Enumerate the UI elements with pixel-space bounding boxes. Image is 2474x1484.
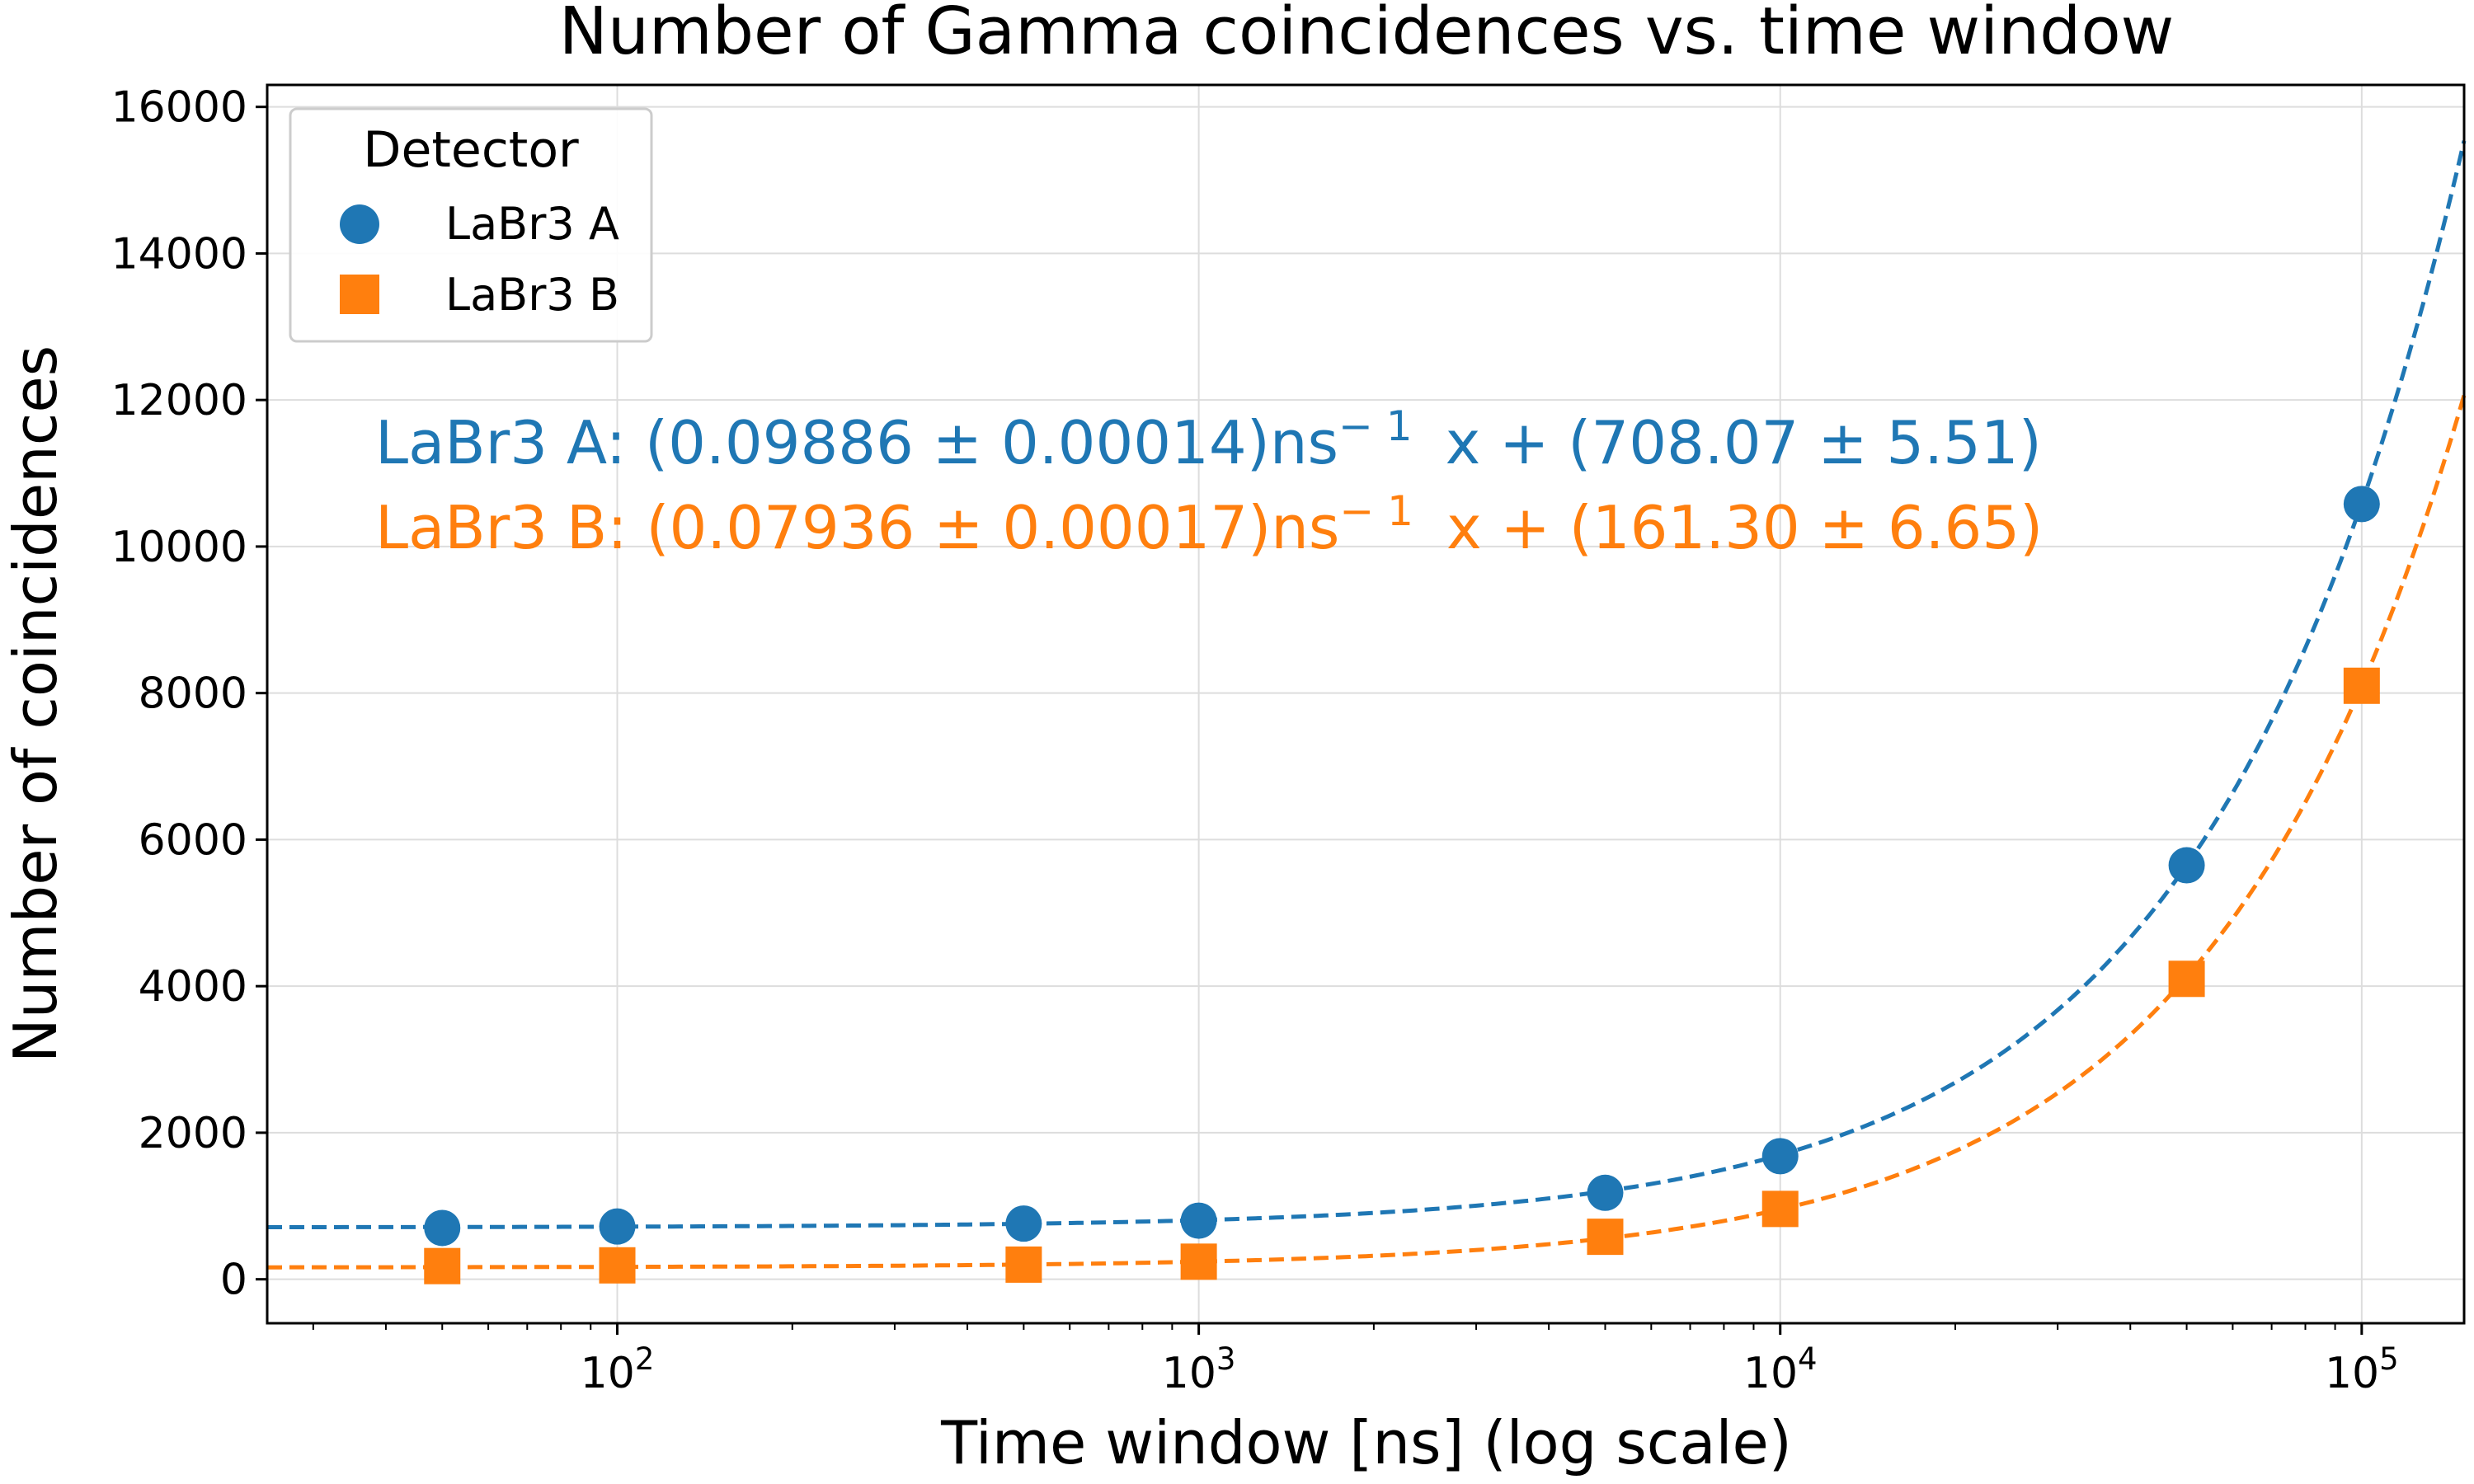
y-axis-label: Number of coincidences [1,345,70,1063]
data-point-circle [1180,1202,1217,1239]
y-tick-label: 14000 [111,229,247,279]
x-tick-label-exponent: 5 [2379,1341,2399,1377]
data-point-circle [2168,847,2205,884]
fit-annotation-b: LaBr3 B: (0.07936 ± 0.00017)ns− 1 x + (16… [375,487,2043,562]
y-tick-label: 16000 [111,83,247,133]
x-tick-label-exponent: 2 [635,1341,655,1377]
x-tick-label-exponent: 3 [1216,1341,1236,1377]
x-axis-label: Time window [ns] (log scale) [940,1408,1792,1477]
data-point-circle [424,1209,461,1247]
data-point-square [1005,1246,1042,1283]
data-point-circle [599,1208,636,1245]
x-tick-label-base: 10 [1162,1349,1216,1398]
x-tick-label: 105 [2325,1341,2399,1398]
data-points [424,486,2380,1284]
x-tick-label: 104 [1743,1341,1818,1398]
x-tick-label-exponent: 4 [1798,1341,1818,1377]
x-tick-label: 102 [581,1341,655,1398]
y-tick-label: 8000 [139,669,247,719]
x-tick-label-base: 10 [2325,1349,2379,1398]
data-point-circle [1005,1205,1042,1242]
data-point-circle [1761,1138,1799,1175]
y-tick-label: 10000 [111,523,247,572]
fit-annotation-b-prefix: LaBr3 B: (0.07936 ± 0.00017)ns [375,493,1339,562]
y-tick-label: 2000 [139,1109,247,1158]
y-tick-label: 0 [220,1256,247,1305]
data-point-square [1180,1243,1217,1280]
data-point-circle [2343,486,2380,523]
fit-annotations: LaBr3 A: (0.09886 ± 0.00014)ns− 1 x + (70… [375,402,2043,562]
x-tick-label-base: 10 [1743,1349,1798,1398]
data-point-square [2168,960,2205,998]
y-tick-label: 12000 [111,376,247,425]
x-tick-label-base: 10 [581,1349,635,1398]
x-axis-ticks: 102 103 104 105 [312,1323,2399,1398]
y-tick-label: 4000 [139,962,247,1012]
fit-annotation-a-suffix: x + (708.07 ± 5.51) [1446,408,2042,477]
y-axis-ticks: 0 2000 4000 6000 8000 10000 12000 14000 16000 [111,83,267,1305]
fit-annotation-a: LaBr3 A: (0.09886 ± 0.00014)ns− 1 x + (70… [375,402,2042,477]
legend-label-labr3-a: LaBr3 A [445,198,619,250]
chart-title: Number of Gamma coincidences vs. time wi… [559,0,2175,69]
legend-box [289,107,653,343]
fit-annotation-a-prefix: LaBr3 A: (0.09886 ± 0.00014)ns [375,408,1338,477]
x-tick-label: 103 [1162,1341,1236,1398]
legend-title: Detector [363,121,579,179]
legend-marker-circle [340,204,379,244]
data-point-square [599,1247,636,1284]
legend-label-labr3-b: LaBr3 B [445,269,619,321]
y-tick-label: 6000 [139,815,247,865]
data-point-circle [1587,1174,1624,1211]
data-point-square [424,1247,461,1284]
legend: Detector LaBr3 A LaBr3 B [289,107,653,343]
plot-frame [266,83,2466,1325]
data-point-square [2343,667,2380,704]
grid [267,85,2464,1323]
legend-marker-square [340,275,379,314]
fit-annotation-a-sup: − 1 [1338,402,1413,450]
fit-annotation-b-suffix: x + (161.30 ± 6.65) [1446,493,2043,562]
data-point-square [1761,1190,1799,1228]
fit-annotation-b-sup: − 1 [1339,487,1413,535]
data-point-square [1587,1219,1624,1256]
